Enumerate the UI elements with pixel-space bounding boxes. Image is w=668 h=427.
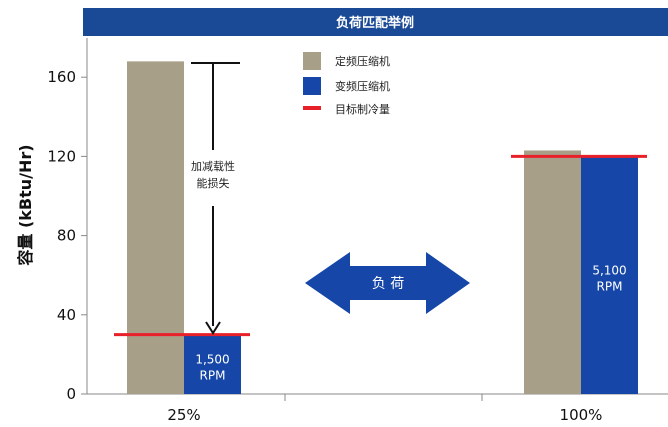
annotation-text: 能损失 — [197, 176, 230, 190]
annotation-arrowhead-icon — [205, 321, 221, 335]
x-axis-ticks: 25% 100% — [167, 406, 602, 424]
bars — [127, 61, 638, 395]
legend-swatch-target — [303, 106, 321, 110]
y-tick-label: 160 — [47, 68, 76, 86]
bar-label-rpm: 5,100 RPM — [592, 263, 626, 293]
load-double-arrow: 负 荷 — [305, 252, 470, 314]
bar-variable-speed — [581, 156, 638, 394]
bar-labels: 1,500 RPM 5,100 RPM — [195, 263, 626, 382]
bar-fixed-speed — [127, 61, 184, 395]
legend-label: 定频压缩机 — [335, 54, 390, 68]
y-tick-label: 0 — [66, 385, 76, 403]
legend-label: 变频压缩机 — [335, 79, 390, 93]
y-axis-ticks: 0 40 80 120 160 — [47, 68, 87, 403]
chart-title: 负荷匹配举例 — [336, 15, 414, 31]
legend-label: 目标制冷量 — [335, 102, 390, 116]
bar-variable-speed — [184, 334, 241, 394]
annotation-text: 加减载性 — [191, 159, 235, 173]
legend-swatch-variable — [303, 77, 321, 95]
bar-label-rpm: 1,500 RPM — [195, 353, 229, 383]
y-tick-label: 80 — [57, 227, 76, 245]
legend: 定频压缩机 变频压缩机 目标制冷量 — [303, 52, 390, 116]
y-tick-label: 40 — [57, 306, 76, 324]
x-tick-label: 25% — [167, 406, 200, 424]
y-tick-label: 120 — [47, 147, 76, 165]
chart-title-banner — [83, 8, 668, 36]
target-lines — [114, 154, 647, 337]
double-arrow-label: 负 荷 — [372, 276, 404, 292]
x-tick-label: 100% — [560, 406, 603, 424]
performance-loss-annotation: 加减载性 能损失 — [191, 62, 240, 335]
bar-fixed-speed — [524, 150, 581, 394]
double-arrow-icon — [305, 252, 470, 314]
legend-swatch-fixed — [303, 52, 321, 70]
y-axis-label: 容量 (kBtu/Hr) — [16, 144, 35, 266]
